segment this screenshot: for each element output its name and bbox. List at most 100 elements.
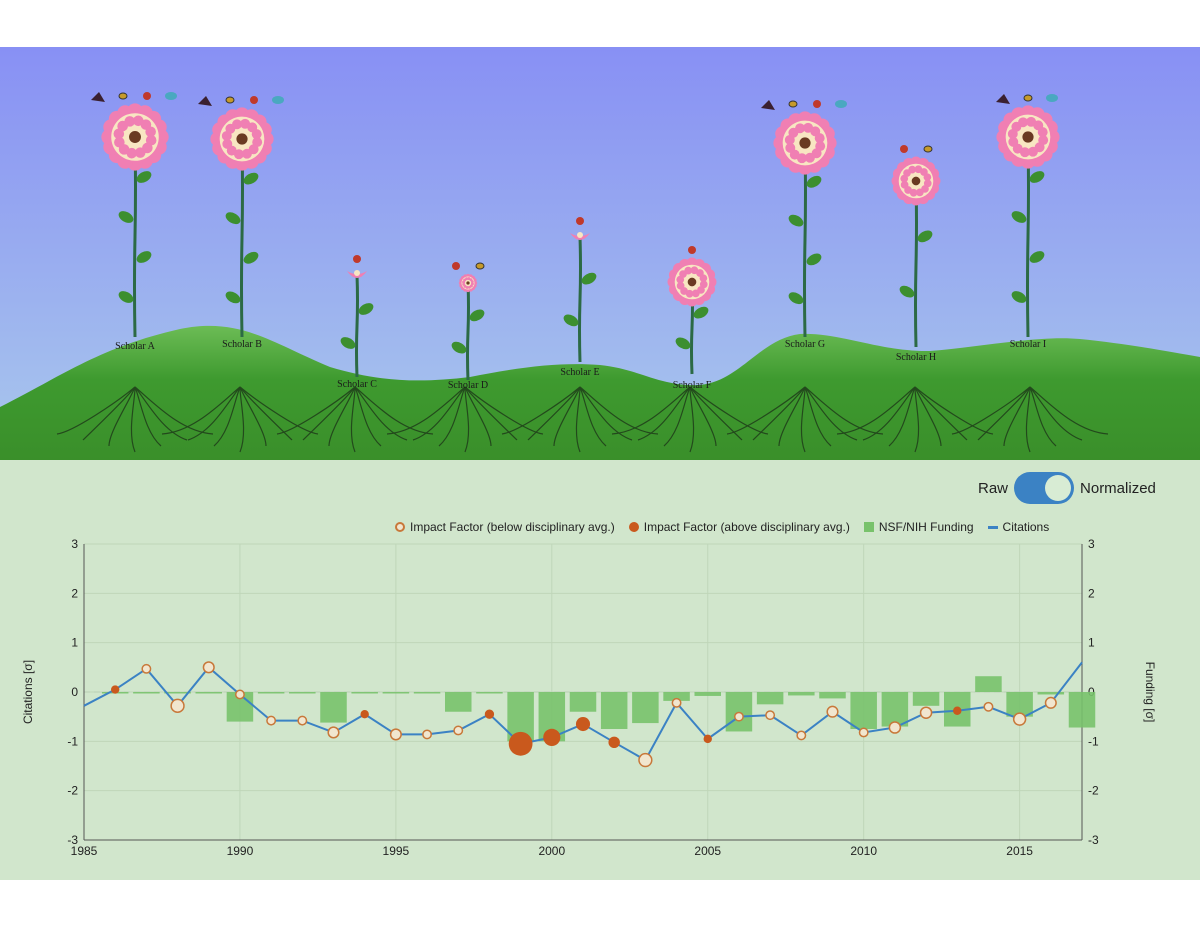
funding-bar[interactable] [663,692,690,701]
funding-bar[interactable] [164,692,191,694]
root [239,386,245,453]
flower-scholar-h[interactable]: Scholar H [891,145,941,363]
flower-scholar-a[interactable]: Scholar A [91,92,177,352]
petal-inner [814,133,825,144]
ladybug-icon [143,92,151,100]
root [862,386,916,441]
funding-bar[interactable] [257,692,285,694]
funding-bar[interactable] [382,692,410,694]
root [354,386,408,441]
impact-point-above[interactable] [508,731,533,756]
impact-point-below[interactable] [453,725,464,736]
funding-bar[interactable] [351,692,378,694]
impact-point-below[interactable] [170,698,185,713]
impact-point-below[interactable] [297,715,308,726]
impact-point-below[interactable] [327,726,340,739]
funding-bar[interactable] [1068,692,1096,728]
funding-bar[interactable] [850,692,877,729]
funding-bar[interactable] [694,692,722,696]
funding-bar[interactable] [975,676,1002,692]
impact-point-below[interactable] [796,730,807,741]
ladybug-icon [576,217,584,225]
legend-item-below[interactable]: Impact Factor (below disciplinary avg.) [395,520,615,534]
root [213,386,241,447]
impact-point-below[interactable] [266,715,277,726]
impact-point-below[interactable] [733,711,744,722]
flower-scholar-f[interactable]: Scholar F [667,246,717,391]
impact-point-below[interactable] [983,701,994,712]
legend-item-funding[interactable]: NSF/NIH Funding [863,520,974,534]
funding-bar[interactable] [195,692,223,694]
root [836,386,916,435]
funding-bar[interactable] [289,692,316,694]
funding-bar[interactable] [1037,692,1065,695]
impact-point-above[interactable] [953,706,962,715]
leaf [451,341,467,354]
petal-inner [795,123,806,134]
funding-bar[interactable] [600,692,628,729]
y-tick-label: 2 [71,586,78,600]
petal-inner [124,116,136,127]
impact-point-below[interactable] [234,689,245,700]
funding-bar[interactable] [133,692,160,694]
normalize-toggle[interactable] [1014,472,1075,504]
funding-bar[interactable] [881,692,909,727]
legend-label-citations: Citations [1002,520,1050,534]
flower-scholar-d[interactable]: Scholar D [448,262,488,391]
root [354,386,434,435]
flower-scholar-g[interactable]: Scholar G [761,100,847,350]
legend-item-citations[interactable]: Citations [987,520,1050,534]
impact-point-above[interactable] [608,736,620,749]
flower-scholar-b[interactable]: Scholar B [198,96,284,350]
funding-bar[interactable] [632,692,659,724]
funding-bars [101,676,1096,742]
funding-bar[interactable] [320,692,347,723]
leaf [136,171,152,183]
funding-bar[interactable] [444,692,472,712]
funding-bar[interactable] [413,692,441,694]
leaf [899,285,915,298]
impact-point-above[interactable] [360,710,369,719]
funding-bar[interactable] [569,692,597,712]
impact-point-above[interactable] [484,709,495,719]
legend-item-above[interactable]: Impact Factor (above disciplinary avg.) [628,520,850,534]
root [464,386,544,435]
impact-point-below[interactable] [765,710,776,721]
flower-center [687,277,697,287]
root [1029,386,1083,441]
impact-point-above[interactable] [543,728,561,746]
funding-bar[interactable] [912,692,940,706]
impact-point-above[interactable] [110,685,120,694]
funding-bar[interactable] [819,692,846,699]
impact-point-above[interactable] [703,734,712,744]
impact-point-above[interactable] [575,717,591,732]
impact-point-below[interactable] [422,729,433,740]
impact-point-below[interactable] [1044,696,1057,709]
flower-center [236,133,248,145]
impact-point-below[interactable] [141,663,152,674]
impact-point-below[interactable] [389,728,402,741]
chart-panel [0,460,1200,880]
scholar-label: Scholar G [785,339,825,350]
normalized-label[interactable]: Normalized [1080,479,1156,497]
flower-scholar-i[interactable]: Scholar I [996,94,1060,350]
root [663,386,691,447]
impact-point-below[interactable] [671,697,682,708]
y2-tick-label: -2 [1088,784,1099,798]
flower-scholar-c[interactable]: Scholar C [337,255,377,390]
impact-point-below[interactable] [858,727,869,738]
impact-point-below[interactable] [638,752,653,768]
flower-scholar-e[interactable]: Scholar E [560,217,600,378]
funding-bar[interactable] [788,692,815,696]
impact-point-below[interactable] [202,661,215,674]
toggle-knob[interactable] [1045,475,1072,501]
root [134,386,188,441]
impact-point-below[interactable] [826,705,839,718]
root [689,386,717,447]
impact-point-below[interactable] [888,721,902,734]
impact-point-below[interactable] [1012,712,1027,726]
funding-bar[interactable] [476,692,503,694]
funding-bar[interactable] [756,692,784,705]
impact-point-below[interactable] [919,706,933,719]
raw-label[interactable]: Raw [978,479,1009,497]
